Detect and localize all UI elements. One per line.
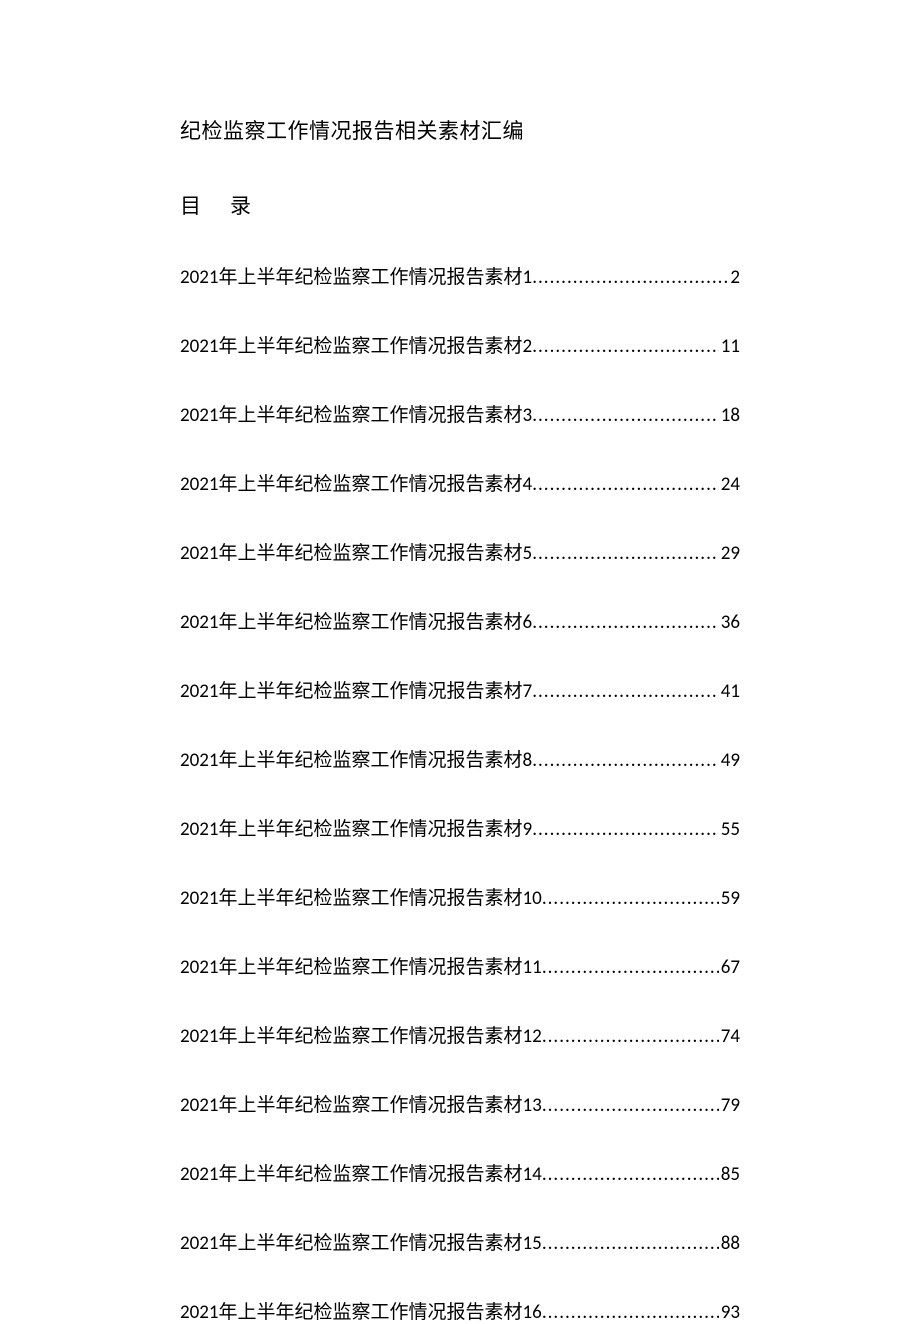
toc-item: 2021 年上半年纪检监察工作情况报告素材 4.................… <box>180 469 740 496</box>
toc-entry-page: 2 <box>728 266 740 289</box>
page-title: 纪检监察工作情况报告相关素材汇编 <box>180 115 740 145</box>
toc-entry-text: 年上半年纪检监察工作情况报告素材 <box>219 1159 523 1186</box>
toc-item: 2021 年上半年纪检监察工作情况报告素材 12................… <box>180 1021 740 1048</box>
toc-entry-dots: ........................................… <box>532 680 719 703</box>
toc-entry-dots: ........................................… <box>542 1163 719 1186</box>
toc-entry-number: 16 <box>523 1301 542 1324</box>
toc-entry-dots: ........................................… <box>542 1094 719 1117</box>
toc-entry-page: 88 <box>719 1232 740 1255</box>
toc-entry-year: 2021 <box>180 266 219 289</box>
toc-entry-dots: ........................................… <box>532 749 719 772</box>
toc-entry-year: 2021 <box>180 818 219 841</box>
toc-entry-number: 13 <box>523 1094 542 1117</box>
toc-item: 2021 年上半年纪检监察工作情况报告素材 8.................… <box>180 745 740 772</box>
toc-item: 2021 年上半年纪检监察工作情况报告素材 9.................… <box>180 814 740 841</box>
toc-item: 2021 年上半年纪检监察工作情况报告素材 15................… <box>180 1228 740 1255</box>
toc-entry-text: 年上半年纪检监察工作情况报告素材 <box>219 331 523 358</box>
toc-entry-text: 年上半年纪检监察工作情况报告素材 <box>219 469 523 496</box>
toc-entry-year: 2021 <box>180 1301 219 1324</box>
toc-item: 2021 年上半年纪检监察工作情况报告素材 6.................… <box>180 607 740 634</box>
toc-item: 2021 年上半年纪检监察工作情况报告素材 13................… <box>180 1090 740 1117</box>
toc-item: 2021 年上半年纪检监察工作情况报告素材 3.................… <box>180 400 740 427</box>
toc-entry-dots: ........................................… <box>532 335 719 358</box>
toc-entry-page: 74 <box>719 1025 740 1048</box>
toc-entry-number: 3 <box>523 404 533 427</box>
toc-entry-number: 7 <box>523 680 533 703</box>
toc-entry-number: 15 <box>523 1232 542 1255</box>
toc-entry-year: 2021 <box>180 473 219 496</box>
toc-entry-page: 79 <box>719 1094 740 1117</box>
toc-entry-dots: ........................................… <box>532 818 719 841</box>
toc-item: 2021 年上半年纪检监察工作情况报告素材 2.................… <box>180 331 740 358</box>
toc-heading: 目 录 <box>180 190 740 220</box>
toc-entry-text: 年上半年纪检监察工作情况报告素材 <box>219 1021 523 1048</box>
toc-entry-year: 2021 <box>180 1232 219 1255</box>
toc-entry-text: 年上半年纪检监察工作情况报告素材 <box>219 883 523 910</box>
toc-entry-year: 2021 <box>180 542 219 565</box>
toc-entry-text: 年上半年纪检监察工作情况报告素材 <box>219 1228 523 1255</box>
toc-entry-year: 2021 <box>180 887 219 910</box>
toc-entry-text: 年上半年纪检监察工作情况报告素材 <box>219 400 523 427</box>
toc-item: 2021 年上半年纪检监察工作情况报告素材 16................… <box>180 1297 740 1324</box>
toc-entry-text: 年上半年纪检监察工作情况报告素材 <box>219 814 523 841</box>
toc-entry-page: 85 <box>719 1163 740 1186</box>
toc-entry-page: 59 <box>719 887 740 910</box>
toc-entry-number: 2 <box>523 335 533 358</box>
toc-entry-text: 年上半年纪检监察工作情况报告素材 <box>219 1090 523 1117</box>
toc-entry-year: 2021 <box>180 749 219 772</box>
toc-entry-number: 9 <box>523 818 533 841</box>
toc-entry-text: 年上半年纪检监察工作情况报告素材 <box>219 538 523 565</box>
toc-list: 2021 年上半年纪检监察工作情况报告素材 1.................… <box>180 262 740 1324</box>
toc-entry-text: 年上半年纪检监察工作情况报告素材 <box>219 745 523 772</box>
toc-item: 2021 年上半年纪检监察工作情况报告素材 14................… <box>180 1159 740 1186</box>
toc-entry-number: 5 <box>523 542 533 565</box>
toc-item: 2021 年上半年纪检监察工作情况报告素材 7.................… <box>180 676 740 703</box>
toc-entry-number: 10 <box>523 887 542 910</box>
toc-entry-number: 12 <box>523 1025 542 1048</box>
toc-item: 2021 年上半年纪检监察工作情况报告素材 1.................… <box>180 262 740 289</box>
toc-entry-page: 29 <box>719 542 740 565</box>
toc-entry-dots: ........................................… <box>542 1232 719 1255</box>
toc-entry-page: 49 <box>719 749 740 772</box>
toc-entry-number: 11 <box>523 956 542 979</box>
toc-entry-dots: ........................................… <box>532 542 719 565</box>
toc-entry-number: 6 <box>523 611 533 634</box>
toc-entry-year: 2021 <box>180 680 219 703</box>
toc-entry-text: 年上半年纪检监察工作情况报告素材 <box>219 262 523 289</box>
toc-entry-year: 2021 <box>180 335 219 358</box>
toc-entry-dots: ........................................… <box>532 266 728 289</box>
toc-item: 2021 年上半年纪检监察工作情况报告素材 5.................… <box>180 538 740 565</box>
toc-entry-year: 2021 <box>180 1094 219 1117</box>
toc-entry-year: 2021 <box>180 611 219 634</box>
toc-entry-page: 93 <box>719 1301 740 1324</box>
toc-entry-page: 24 <box>719 473 740 496</box>
toc-entry-page: 55 <box>719 818 740 841</box>
toc-entry-dots: ........................................… <box>542 956 719 979</box>
toc-entry-text: 年上半年纪检监察工作情况报告素材 <box>219 676 523 703</box>
toc-entry-dots: ........................................… <box>542 1301 719 1324</box>
toc-entry-text: 年上半年纪检监察工作情况报告素材 <box>219 952 523 979</box>
toc-entry-number: 4 <box>523 473 533 496</box>
toc-entry-text: 年上半年纪检监察工作情况报告素材 <box>219 1297 523 1324</box>
toc-entry-year: 2021 <box>180 404 219 427</box>
toc-entry-dots: ........................................… <box>532 473 719 496</box>
toc-entry-page: 41 <box>719 680 740 703</box>
toc-entry-number: 14 <box>523 1163 542 1186</box>
toc-entry-dots: ........................................… <box>532 404 719 427</box>
toc-entry-dots: ........................................… <box>532 611 719 634</box>
toc-entry-page: 67 <box>719 956 740 979</box>
toc-entry-year: 2021 <box>180 1163 219 1186</box>
toc-entry-dots: ........................................… <box>542 887 719 910</box>
toc-entry-page: 18 <box>719 404 740 427</box>
toc-entry-number: 1 <box>523 266 533 289</box>
toc-entry-page: 11 <box>719 335 740 358</box>
toc-entry-year: 2021 <box>180 956 219 979</box>
toc-entry-number: 8 <box>523 749 533 772</box>
toc-entry-page: 36 <box>719 611 740 634</box>
toc-entry-dots: ........................................… <box>542 1025 719 1048</box>
toc-entry-year: 2021 <box>180 1025 219 1048</box>
toc-entry-text: 年上半年纪检监察工作情况报告素材 <box>219 607 523 634</box>
toc-item: 2021 年上半年纪检监察工作情况报告素材 11................… <box>180 952 740 979</box>
toc-item: 2021 年上半年纪检监察工作情况报告素材 10................… <box>180 883 740 910</box>
